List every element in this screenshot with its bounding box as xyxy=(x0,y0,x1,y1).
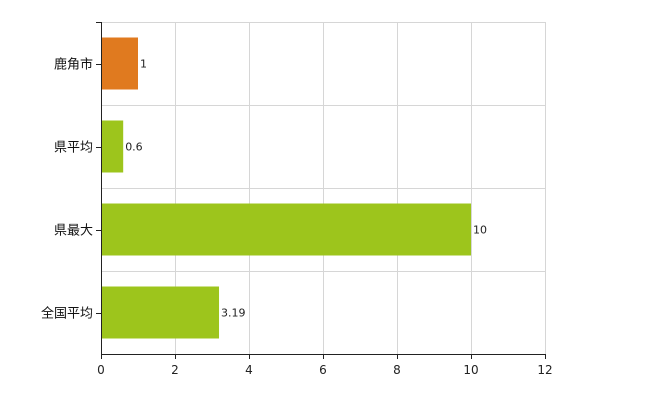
x-tick-label: 6 xyxy=(319,363,327,377)
data-label: 0.6 xyxy=(125,141,143,154)
x-tick-label: 12 xyxy=(537,363,552,377)
x-tick-label: 4 xyxy=(245,363,253,377)
bar xyxy=(102,37,138,90)
labels: 0 2 4 6 8 10 12 1 鹿角市 0.6 県平均 10 県最大 3.19 全国平均 xyxy=(41,57,553,378)
x-tick-label: 10 xyxy=(463,363,478,377)
bar xyxy=(102,203,471,256)
data-label: 1 xyxy=(140,58,147,71)
bars xyxy=(102,37,471,339)
grid-lines xyxy=(101,22,546,354)
bar xyxy=(102,120,124,173)
category-label: 県最大 xyxy=(54,224,93,239)
data-label: 3.19 xyxy=(221,307,246,320)
x-tick-label: 8 xyxy=(393,363,401,377)
x-tick-label: 2 xyxy=(171,363,179,377)
category-label: 鹿角市 xyxy=(54,57,93,73)
data-label: 10 xyxy=(473,224,487,237)
x-tick-label: 0 xyxy=(97,363,105,377)
category-label: 県平均 xyxy=(54,141,93,156)
axes xyxy=(96,22,546,359)
category-label: 全国平均 xyxy=(41,306,93,322)
bar xyxy=(102,286,220,339)
